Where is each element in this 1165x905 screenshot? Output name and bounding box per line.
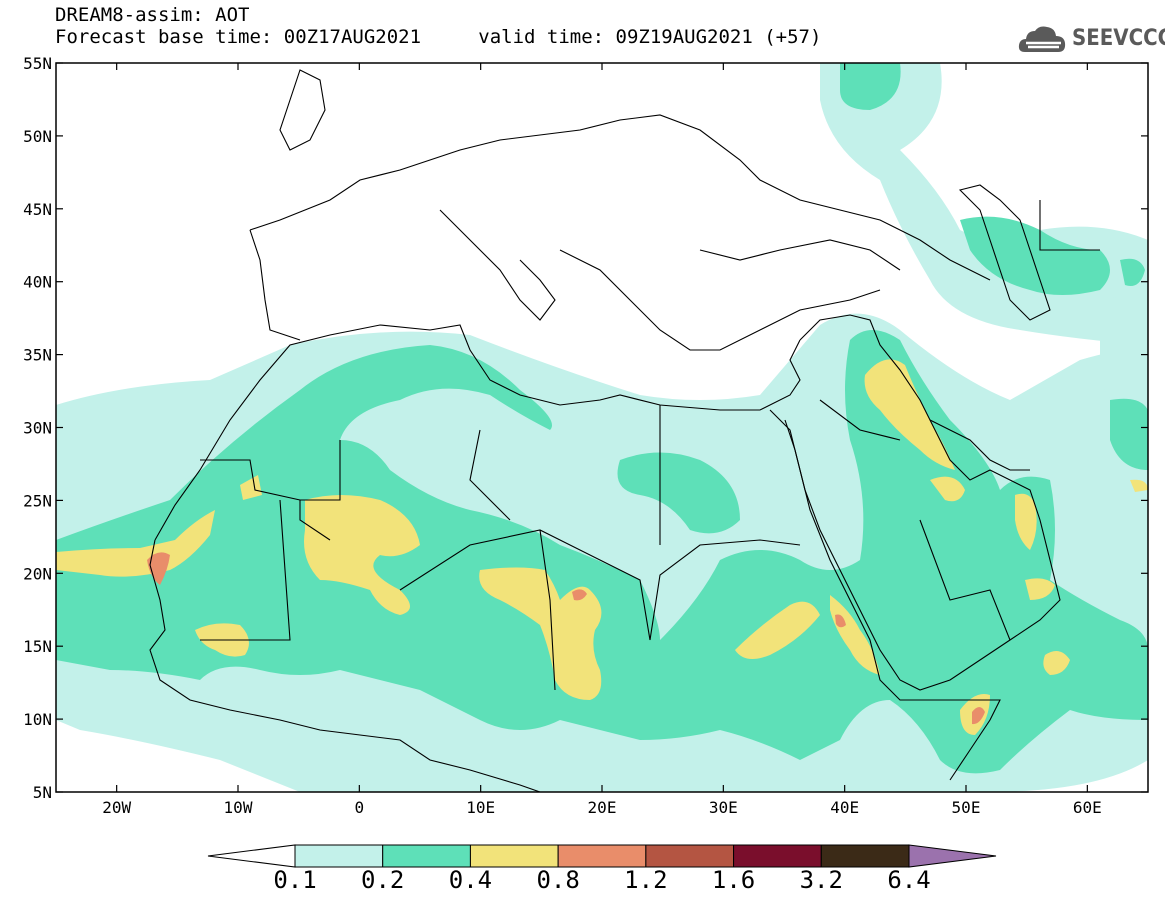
colorbar-label: 0.1: [273, 866, 317, 894]
colorbar-label: 6.4: [887, 866, 931, 894]
cloud-logo-icon: [1018, 26, 1066, 52]
lat-tick-label: 5N: [33, 783, 52, 802]
longitude-axis: 20W 10W 0 10E 20E 30E 40E 50E 60E: [102, 63, 1102, 817]
colorbar-segment: [469, 844, 559, 868]
lat-tick-label: 25N: [23, 491, 52, 510]
lat-tick-label: 30N: [23, 419, 52, 438]
map-title-block: DREAM8-assim: AOT Forecast base time: 00…: [55, 4, 821, 48]
colorbar-high-arrow: [908, 844, 997, 868]
forecast-times: Forecast base time: 00Z17AUG2021 valid t…: [55, 26, 821, 48]
lon-tick-label: 40E: [830, 798, 859, 817]
aot-field: [56, 63, 1148, 792]
colorbar-labels: 0.1 0.2 0.4 0.8 1.2 1.6 3.2 6.4: [0, 866, 1165, 896]
colorbar-label: 0.2: [361, 866, 405, 894]
aot-band-0.8-1.2: [147, 552, 985, 725]
lat-tick-label: 35N: [23, 346, 52, 365]
map-title: DREAM8-assim: AOT: [55, 4, 250, 26]
lon-tick-label: 30E: [709, 798, 738, 817]
colorbar-segment: [557, 844, 647, 868]
lon-tick-label: 10W: [224, 798, 253, 817]
colorbar-label: 3.2: [799, 866, 843, 894]
lon-tick-label: 60E: [1073, 798, 1102, 817]
base-time-label: Forecast base time: 00Z17AUG2021: [55, 26, 422, 48]
lon-tick-label: 10E: [466, 798, 495, 817]
lat-tick-label: 40N: [23, 273, 52, 292]
seevccc-logo: SEEVCCC: [1017, 22, 1165, 56]
lat-tick-label: 55N: [23, 54, 52, 73]
lat-tick-label: 20N: [23, 564, 52, 583]
colorbar-label: 1.2: [624, 866, 668, 894]
lon-tick-label: 20W: [102, 798, 131, 817]
valid-time-label: valid time: 09Z19AUG2021 (+57): [478, 26, 822, 48]
colorbar-label: 1.6: [711, 866, 756, 894]
logo-text: SEEVCCC: [1072, 26, 1165, 51]
colorbar-segment: [645, 844, 735, 868]
colorbar-label: 0.8: [536, 866, 580, 894]
colorbar-segment: [382, 844, 471, 868]
lon-tick-label: 50E: [952, 798, 981, 817]
lat-tick-label: 10N: [23, 710, 52, 729]
colorbar-low-arrow: [207, 844, 296, 868]
lat-tick-label: 15N: [23, 637, 52, 656]
lat-tick-label: 50N: [23, 127, 52, 146]
coastlines-borders: [149, 69, 1100, 792]
aot-band-0.4-0.8: [56, 359, 1148, 735]
latitude-axis: 5N 10N 15N 20N 25N 30N 35N 40N 45N 50N 55N: [23, 54, 1148, 802]
lon-tick-label: 0: [355, 798, 365, 817]
colorbar-segment: [294, 844, 384, 868]
colorbar-segment: [820, 844, 910, 868]
colorbar-label: 0.4: [448, 866, 493, 894]
lat-tick-label: 45N: [23, 200, 52, 219]
aot-colorbar: [207, 844, 997, 868]
lon-tick-label: 20E: [588, 798, 617, 817]
colorbar-segment: [733, 844, 822, 868]
